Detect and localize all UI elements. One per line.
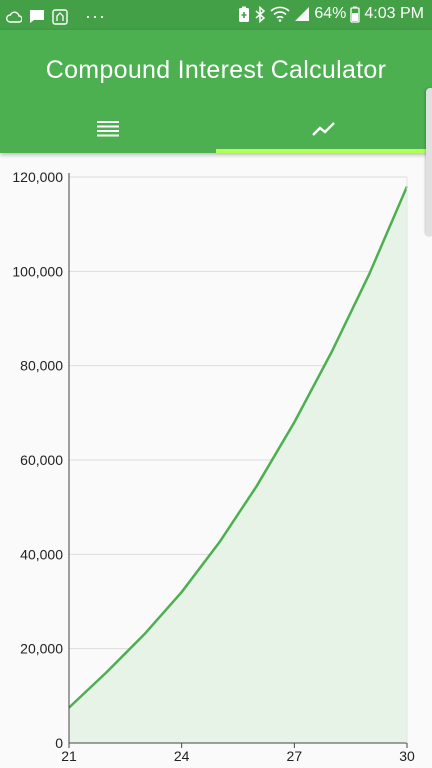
edge-panel-handle[interactable] (426, 88, 432, 236)
y-tick-label: 120,000 (12, 169, 63, 185)
tab-chart[interactable] (216, 104, 432, 153)
app-bar: Compound Interest Calculator (0, 30, 432, 153)
x-tick-label: 21 (61, 748, 77, 764)
battery-saver-icon (239, 6, 250, 22)
y-tick-label: 20,000 (20, 641, 63, 657)
list-icon (97, 120, 119, 136)
y-tick-label: 60,000 (20, 452, 63, 468)
battery-icon (350, 6, 361, 23)
growth-chart: 0 20,000 40,000 60,000 80,000 100,000 120,000 2… (12, 169, 415, 764)
system-icons: 64% 4:03 PM (238, 5, 424, 23)
status-bar: ··· 64% 4:03 PM (0, 0, 432, 30)
x-tick-label: 30 (399, 748, 415, 764)
x-tick-label: 24 (174, 748, 190, 764)
y-tick-label: 100,000 (12, 263, 63, 279)
message-icon (30, 10, 44, 23)
y-tick-label: 40,000 (20, 546, 63, 562)
y-tick-label: 0 (55, 735, 63, 751)
tab-list[interactable] (0, 104, 216, 153)
more-notifications-icon: ··· (85, 6, 106, 26)
bluetooth-icon (255, 5, 266, 23)
area-fill (69, 186, 407, 743)
battery-percent: 64% (314, 5, 347, 22)
cloud-icon (6, 11, 22, 23)
page-title: Compound Interest Calculator (45, 56, 387, 84)
wifi-icon (270, 6, 290, 22)
android-wear-icon (52, 8, 68, 25)
notification-icons: ··· (6, 6, 106, 27)
tab-indicator (216, 149, 432, 153)
trending-up-icon (312, 121, 335, 136)
clock: 4:03 PM (364, 5, 424, 22)
x-tick-label: 27 (287, 748, 303, 764)
y-tick-label: 80,000 (20, 358, 63, 374)
series-line (68, 185, 409, 709)
signal-icon (295, 7, 310, 21)
